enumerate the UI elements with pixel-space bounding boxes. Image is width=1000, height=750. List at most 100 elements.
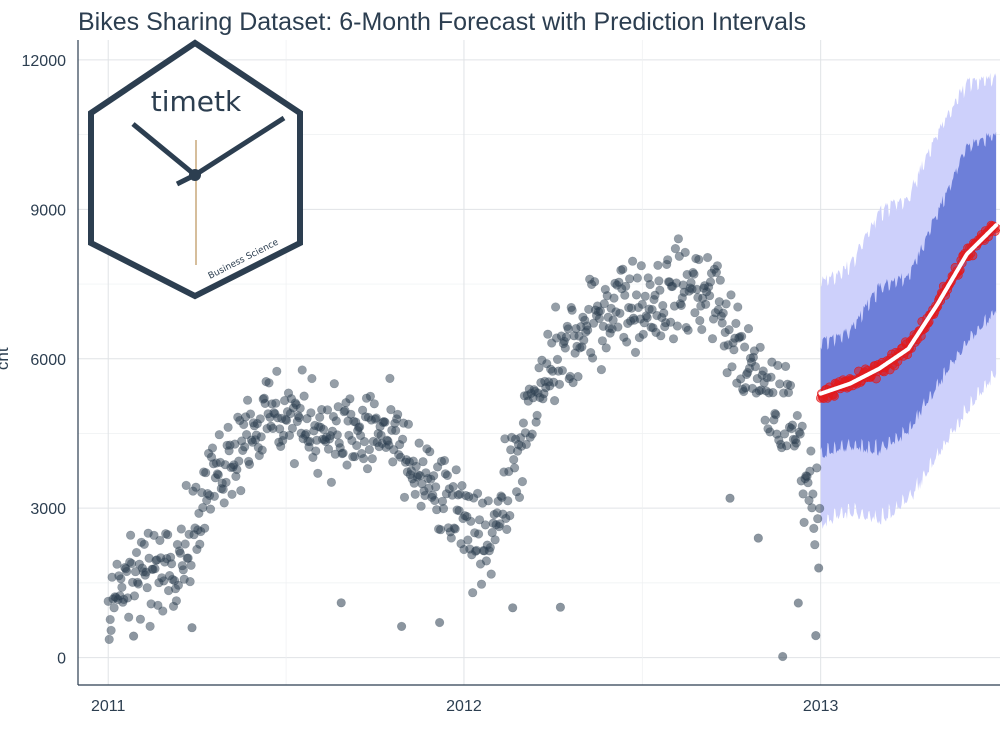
actual-point [418, 457, 428, 467]
logo-wordmark: timetk [151, 85, 242, 118]
actual-point [656, 331, 666, 341]
actual-point [209, 491, 219, 501]
actual-point [287, 423, 298, 433]
actual-point [271, 398, 281, 408]
forecast-point [968, 251, 978, 261]
actual-point [355, 422, 365, 432]
actual-point [781, 441, 792, 451]
actual-point [476, 579, 487, 589]
actual-point [594, 313, 605, 324]
actual-point [175, 548, 185, 558]
actual-point [359, 454, 369, 464]
actual-point [637, 299, 647, 309]
actual-point [797, 421, 807, 431]
actual-point [587, 353, 598, 363]
actual-point [236, 486, 246, 496]
actual-point [670, 244, 681, 254]
actual-point [659, 308, 669, 318]
actual-point [473, 488, 483, 499]
actual-point [388, 457, 398, 467]
actual-point [609, 293, 619, 303]
actual-point [653, 260, 663, 270]
actual-point [124, 612, 134, 622]
actual-point [126, 530, 136, 540]
actual-point [785, 380, 796, 391]
actual-point [446, 533, 456, 543]
actual-point [142, 583, 152, 593]
actual-point [599, 299, 609, 309]
actual-point [704, 291, 715, 301]
actual-point [768, 388, 778, 398]
actual-point [812, 463, 822, 473]
actual-point [798, 489, 808, 499]
actual-point [615, 308, 625, 318]
actual-point [272, 366, 282, 376]
actual-point [232, 464, 242, 475]
actual-point [454, 506, 464, 516]
actual-point [780, 361, 791, 372]
actual-point [814, 563, 824, 573]
actual-point [414, 438, 424, 448]
actual-point [311, 446, 321, 456]
actual-point [178, 565, 188, 575]
actual-point [150, 564, 160, 574]
actual-point [468, 588, 478, 598]
actual-point [509, 463, 520, 473]
actual-point [483, 496, 493, 506]
actual-point [589, 277, 600, 287]
actual-point [663, 255, 673, 265]
actual-point [518, 418, 529, 428]
actual-point [171, 596, 181, 606]
forecast-line [818, 223, 999, 396]
actual-point [239, 419, 249, 430]
actual-point [766, 372, 776, 382]
actual-point [322, 405, 333, 415]
actual-point [480, 520, 491, 530]
actual-point [791, 438, 801, 448]
axes: 0 3000 6000 9000 12000 2011 2012 2013 cnt [0, 40, 1000, 715]
actual-point [365, 391, 376, 401]
actual-point [145, 621, 155, 631]
actual-point [750, 362, 761, 372]
actual-point [627, 256, 638, 266]
actual-point [425, 447, 435, 457]
actual-point [153, 600, 163, 610]
actual-point [359, 437, 370, 447]
forecast-line-layer [818, 223, 999, 396]
actual-point [806, 446, 816, 456]
actual-point [665, 317, 676, 327]
actual-point [550, 302, 561, 312]
actual-point [315, 412, 325, 422]
actual-point [753, 533, 763, 543]
actual-point [638, 329, 648, 339]
actual-point [332, 430, 342, 440]
actual-point [672, 321, 683, 331]
actual-point [668, 334, 679, 344]
actual-point [737, 331, 747, 342]
actual-point [185, 576, 195, 587]
actual-point [807, 503, 817, 513]
actual-point [721, 299, 731, 309]
actual-point [367, 454, 377, 464]
actual-point [380, 417, 390, 427]
actual-point [329, 379, 339, 389]
actual-point [733, 302, 743, 312]
actual-point [129, 631, 139, 641]
actual-point [568, 378, 578, 388]
actual-point [450, 524, 460, 534]
actual-point [243, 395, 253, 405]
actual-point [743, 324, 754, 334]
actual-point [439, 455, 450, 466]
actual-point [486, 569, 496, 579]
actual-point [722, 368, 732, 378]
actual-point [613, 322, 623, 332]
actual-point [181, 480, 191, 491]
actual-point [690, 308, 700, 318]
actual-point [104, 634, 114, 645]
actual-point [331, 416, 341, 426]
actual-point [560, 343, 570, 353]
actual-point [398, 434, 408, 444]
actual-point [775, 379, 785, 389]
actual-point [736, 374, 746, 384]
